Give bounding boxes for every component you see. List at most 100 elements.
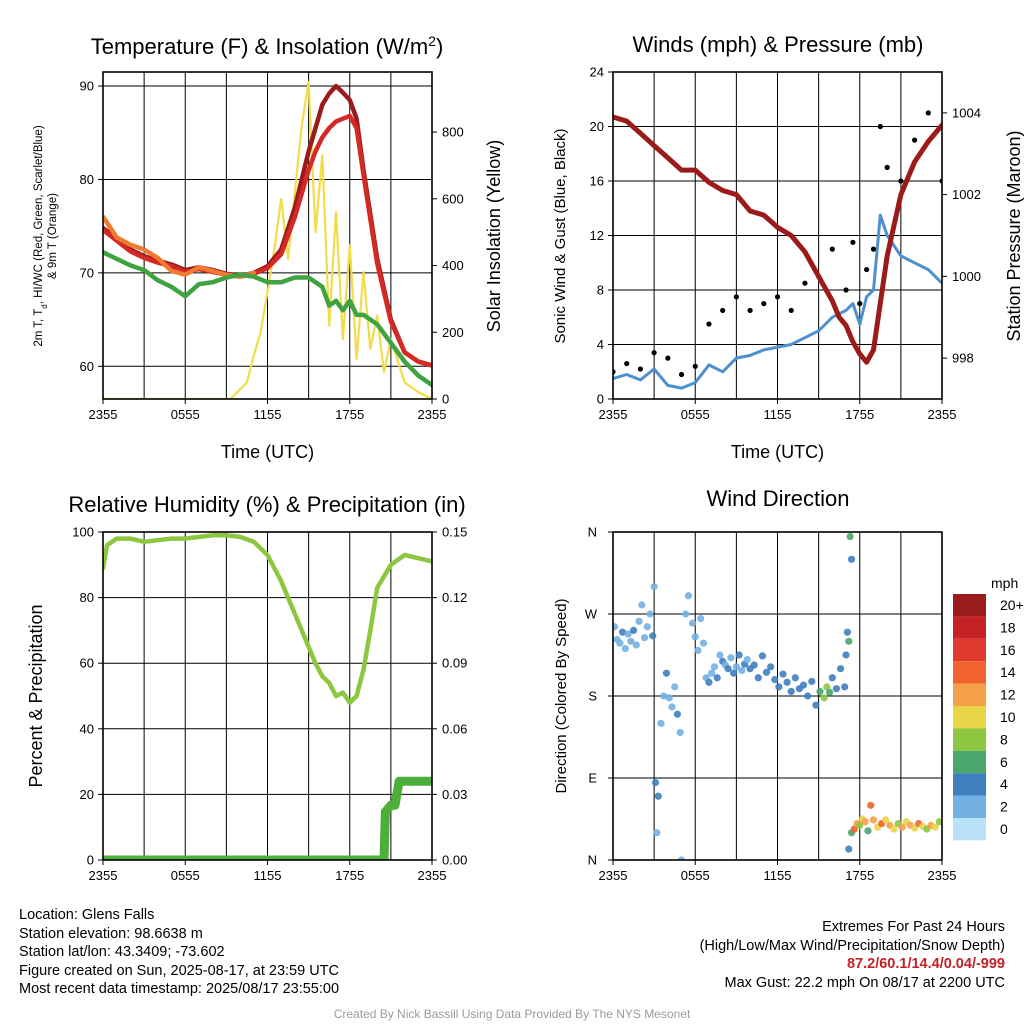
y-tick-label: 80 bbox=[80, 590, 94, 605]
direction-point bbox=[676, 728, 684, 737]
direction-point bbox=[850, 825, 858, 833]
y2-axis-label: Solar Insolation (Yellow) bbox=[484, 140, 504, 332]
y2-tick-label: 1000 bbox=[952, 269, 981, 284]
x-tick-label: 1155 bbox=[254, 407, 282, 422]
y-tick-label: 12 bbox=[590, 228, 604, 243]
y-tick-label: 70 bbox=[80, 265, 94, 280]
y-axis-label-part: 2m T, T bbox=[33, 309, 45, 347]
direction-point bbox=[677, 856, 686, 860]
panel-title: Wind Direction bbox=[706, 486, 849, 511]
direction-point bbox=[738, 666, 746, 675]
x-tick-label: 1755 bbox=[335, 868, 364, 883]
gust-point bbox=[802, 280, 808, 286]
y2-tick-label: 998 bbox=[952, 351, 974, 366]
direction-point bbox=[668, 703, 676, 711]
direction-point bbox=[649, 632, 657, 640]
y-tick-label: W bbox=[585, 607, 598, 622]
title-superscript: 2 bbox=[428, 33, 436, 49]
y-tick-label: S bbox=[588, 689, 597, 704]
y-tick-label: 90 bbox=[80, 79, 94, 94]
x-axis-label: Time (UTC) bbox=[731, 442, 824, 462]
y2-tick-label: 400 bbox=[442, 258, 464, 273]
legend-swatch bbox=[953, 683, 986, 706]
direction-point bbox=[767, 663, 775, 671]
direction-point bbox=[808, 677, 816, 686]
y-tick-label: 40 bbox=[80, 721, 94, 736]
direction-point bbox=[643, 623, 651, 631]
y-tick-label: 0 bbox=[87, 853, 94, 868]
gust-point bbox=[864, 266, 870, 273]
direction-point bbox=[688, 619, 697, 627]
gust-point bbox=[692, 363, 698, 369]
gust-point bbox=[857, 301, 863, 307]
series-sonic-wind bbox=[613, 213, 942, 390]
y-tick-label: 24 bbox=[590, 65, 604, 80]
direction-point bbox=[845, 637, 853, 645]
legend-label: 4 bbox=[1000, 776, 1008, 792]
direction-point bbox=[671, 683, 679, 691]
x-tick-label: 2355 bbox=[418, 868, 447, 883]
direction-point bbox=[627, 637, 635, 645]
direction-point bbox=[724, 665, 732, 673]
direction-point bbox=[743, 655, 751, 664]
direction-point bbox=[651, 778, 660, 787]
gust-point bbox=[925, 110, 931, 116]
series-relative-humidity bbox=[103, 533, 432, 705]
series-solar-insolation bbox=[103, 80, 432, 399]
gust-point bbox=[637, 366, 644, 372]
gust-point bbox=[678, 371, 685, 378]
legend-label: 20+ bbox=[1000, 597, 1024, 613]
series-station-pressure bbox=[613, 114, 942, 365]
legend-swatch bbox=[953, 773, 986, 796]
y-tick-label: 20 bbox=[80, 787, 94, 802]
x-tick-label: 0555 bbox=[171, 868, 200, 883]
y-tick-label: 16 bbox=[590, 174, 604, 189]
x-tick-label: 2355 bbox=[928, 407, 957, 422]
x-tick-label: 1155 bbox=[764, 868, 792, 883]
panel-1: 2355 0555 1155 1755 2355 60 70 80 90 0 200 400 600 80… bbox=[33, 33, 504, 462]
x-tick-label: 2355 bbox=[418, 407, 447, 422]
direction-point bbox=[716, 651, 724, 659]
x-tick-label: 2355 bbox=[599, 407, 628, 422]
y2-tick-label: 1004 bbox=[952, 105, 981, 120]
legend-label: 12 bbox=[1000, 687, 1016, 703]
x-axis-label: Time (UTC) bbox=[221, 442, 314, 462]
direction-point bbox=[616, 639, 624, 647]
direction-point bbox=[779, 670, 787, 678]
legend-swatch bbox=[953, 706, 986, 729]
direction-point bbox=[856, 821, 864, 829]
direction-point bbox=[638, 601, 646, 609]
y-axis-label-subscript: d bbox=[40, 304, 49, 308]
y-tick-label: N bbox=[588, 525, 597, 540]
panel-3: 2355 0555 1155 1755 23550204060801000.000.03… bbox=[26, 492, 467, 883]
legend-title: mph bbox=[991, 575, 1018, 591]
direction-point bbox=[699, 639, 708, 647]
direction-point bbox=[713, 674, 721, 682]
direction-point bbox=[682, 610, 690, 618]
direction-point bbox=[694, 646, 702, 655]
direction-point bbox=[787, 687, 795, 696]
y2-axis-label: Station Pressure (Maroon) bbox=[1004, 130, 1024, 341]
legend-label: 10 bbox=[1000, 709, 1016, 725]
y2-tick-label: 0.15 bbox=[442, 525, 467, 540]
x-tick-label: 1755 bbox=[335, 407, 364, 422]
y-tick-label: 20 bbox=[590, 119, 604, 134]
panel-title: Relative Humidity (%) & Precipitation (i… bbox=[68, 492, 465, 517]
direction-point bbox=[750, 661, 758, 669]
series-precipitation bbox=[103, 776, 432, 860]
direction-point bbox=[935, 818, 942, 826]
series-dew-point bbox=[103, 250, 432, 388]
direction-point bbox=[618, 628, 627, 636]
x-tick-label: 2355 bbox=[89, 407, 118, 422]
y-tick-label: E bbox=[588, 771, 597, 786]
x-tick-label: 2355 bbox=[599, 868, 628, 883]
direction-point bbox=[820, 694, 828, 702]
y-tick-label: 8 bbox=[597, 283, 604, 298]
direction-point bbox=[613, 623, 618, 631]
extremes-values: 87.2/60.1/14.4/0.04/-999 bbox=[846, 956, 1005, 972]
panel-title: Winds (mph) & Pressure (mb) bbox=[633, 32, 924, 57]
x-tick-label: 1155 bbox=[254, 868, 282, 883]
station-latlon: Station lat/lon: 43.3409; -73.602 bbox=[19, 944, 225, 960]
